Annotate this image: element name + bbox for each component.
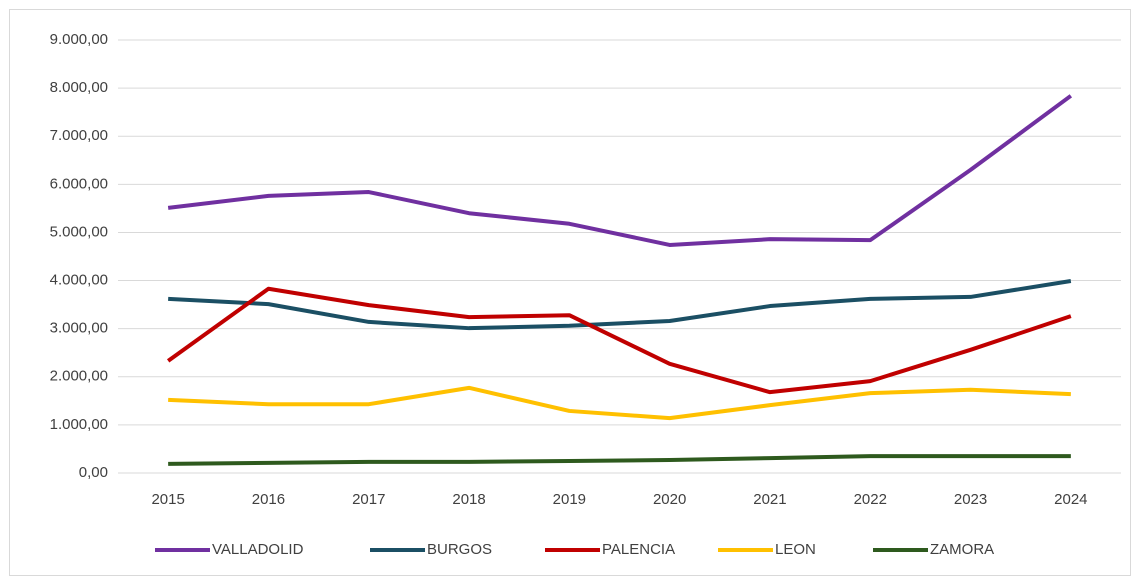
x-tick-label: 2020 (653, 491, 686, 508)
legend-label: ZAMORA (930, 541, 994, 558)
legend-label: PALENCIA (602, 541, 675, 558)
x-tick-label: 2022 (854, 491, 887, 508)
y-tick-label: 9.000,00 (50, 31, 108, 48)
chart-frame (9, 9, 1131, 576)
series-line (168, 454, 1071, 466)
y-tick-label: 0,00 (79, 464, 108, 481)
x-tick-label: 2024 (1054, 491, 1087, 508)
y-tick-label: 1.000,00 (50, 416, 108, 433)
legend-label: LEON (775, 541, 816, 558)
series-line (168, 279, 1072, 331)
y-tick-label: 6.000,00 (50, 175, 108, 192)
y-tick-label: 4.000,00 (50, 272, 108, 289)
x-tick-label: 2018 (452, 491, 485, 508)
x-tick-label: 2017 (352, 491, 385, 508)
series-line (168, 385, 1071, 421)
x-tick-label: 2023 (954, 491, 987, 508)
y-tick-label: 7.000,00 (50, 127, 108, 144)
x-tick-label: 2021 (753, 491, 786, 508)
x-tick-label: 2019 (553, 491, 586, 508)
series-line (166, 286, 1072, 395)
y-tick-label: 5.000,00 (50, 223, 108, 240)
legend-label: BURGOS (427, 541, 492, 558)
y-tick-label: 2.000,00 (50, 368, 108, 385)
series-line (167, 94, 1073, 247)
y-tick-label: 8.000,00 (50, 79, 108, 96)
x-tick-label: 2016 (252, 491, 285, 508)
x-tick-label: 2015 (151, 491, 184, 508)
legend-label: VALLADOLID (212, 541, 304, 558)
y-tick-label: 3.000,00 (50, 320, 108, 337)
